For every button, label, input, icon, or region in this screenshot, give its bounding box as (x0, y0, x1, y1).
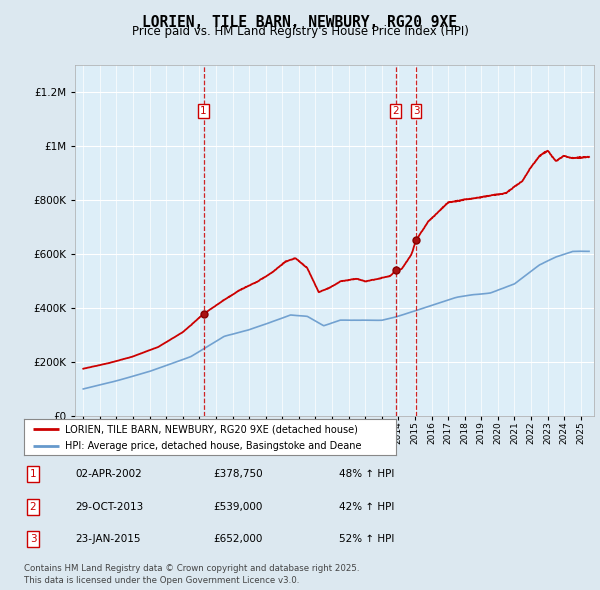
Text: £652,000: £652,000 (213, 535, 262, 544)
Text: Contains HM Land Registry data © Crown copyright and database right 2025.
This d: Contains HM Land Registry data © Crown c… (24, 564, 359, 585)
Text: £378,750: £378,750 (213, 470, 263, 479)
Text: LORIEN, TILE BARN, NEWBURY, RG20 9XE: LORIEN, TILE BARN, NEWBURY, RG20 9XE (143, 15, 458, 30)
Text: 52% ↑ HPI: 52% ↑ HPI (339, 535, 394, 544)
Text: 23-JAN-2015: 23-JAN-2015 (75, 535, 140, 544)
Text: 42% ↑ HPI: 42% ↑ HPI (339, 502, 394, 512)
Text: £539,000: £539,000 (213, 502, 262, 512)
Text: 29-OCT-2013: 29-OCT-2013 (75, 502, 143, 512)
Text: HPI: Average price, detached house, Basingstoke and Deane: HPI: Average price, detached house, Basi… (65, 441, 361, 451)
Text: 3: 3 (29, 535, 37, 544)
Text: 02-APR-2002: 02-APR-2002 (75, 470, 142, 479)
Text: 2: 2 (392, 106, 399, 116)
Text: 1: 1 (29, 470, 37, 479)
Text: 48% ↑ HPI: 48% ↑ HPI (339, 470, 394, 479)
Text: 2: 2 (29, 502, 37, 512)
Text: LORIEN, TILE BARN, NEWBURY, RG20 9XE (detached house): LORIEN, TILE BARN, NEWBURY, RG20 9XE (de… (65, 424, 358, 434)
Text: Price paid vs. HM Land Registry's House Price Index (HPI): Price paid vs. HM Land Registry's House … (131, 25, 469, 38)
Text: 1: 1 (200, 106, 207, 116)
Text: 3: 3 (413, 106, 419, 116)
